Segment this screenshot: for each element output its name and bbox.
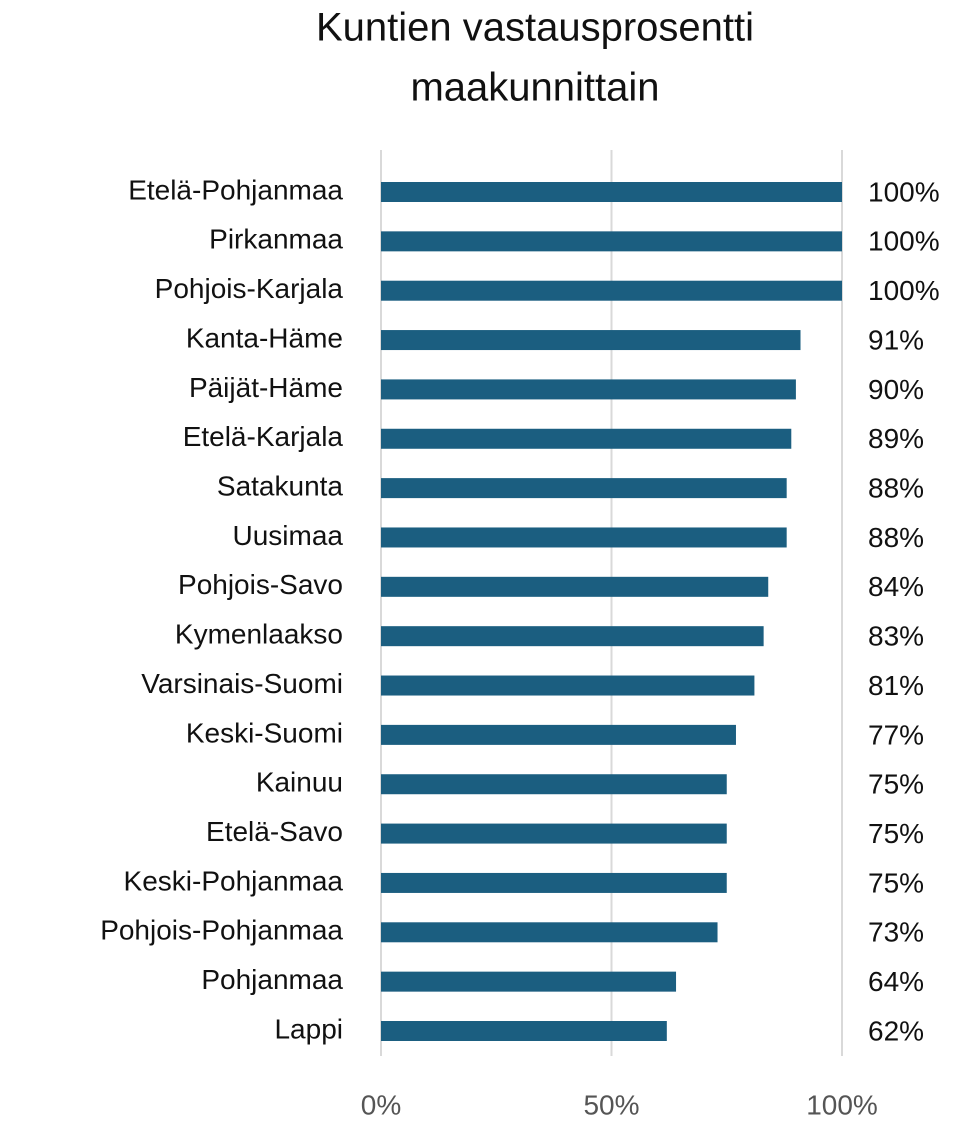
bar: [381, 626, 764, 647]
data-label: 64%: [868, 966, 924, 997]
data-label: 91%: [868, 324, 924, 355]
bar: [381, 922, 718, 943]
y-tick-label: Kanta-Häme: [186, 322, 343, 353]
data-label: 62%: [868, 1015, 924, 1046]
y-tick-label: Päijät-Häme: [189, 372, 343, 403]
y-tick-label: Uusimaa: [233, 520, 344, 551]
bar: [381, 1021, 667, 1041]
chart-title: Kuntien vastausprosentti: [316, 6, 754, 50]
y-tick-label: Etelä-Karjala: [183, 421, 344, 452]
y-tick-label: Lappi: [274, 1013, 343, 1044]
y-tick-label: Keski-Suomi: [186, 717, 343, 748]
bar: [381, 231, 842, 252]
bar: [381, 527, 787, 548]
data-label: 100%: [868, 176, 940, 207]
data-label: 88%: [868, 473, 924, 504]
data-label: 75%: [868, 769, 924, 800]
data-label: 90%: [868, 374, 924, 405]
y-tick-label: Etelä-Savo: [206, 816, 343, 847]
chart-title: maakunnittain: [410, 66, 659, 110]
bar: [381, 428, 792, 449]
data-label: 88%: [868, 522, 924, 553]
y-tick-label: Pohjois-Pohjanmaa: [100, 915, 343, 946]
bar: [381, 675, 755, 696]
y-tick-label: Pohjois-Karjala: [155, 273, 344, 304]
data-label: 75%: [868, 867, 924, 898]
bar: [381, 478, 787, 499]
y-tick-label: Pohjois-Savo: [178, 569, 343, 600]
bar: [381, 724, 736, 745]
y-tick-label: Varsinais-Suomi: [141, 668, 343, 699]
bar: [381, 182, 842, 202]
x-tick-label: 100%: [806, 1089, 878, 1120]
data-label: 81%: [868, 670, 924, 701]
bar: [381, 280, 842, 301]
data-label: 100%: [868, 275, 940, 306]
bar: [381, 971, 677, 992]
bar: [381, 774, 727, 795]
bar: [381, 823, 727, 844]
y-tick-label: Keski-Pohjanmaa: [124, 865, 344, 896]
bar: [381, 330, 801, 351]
data-label: 77%: [868, 719, 924, 750]
x-tick-label: 50%: [583, 1089, 639, 1120]
y-tick-label: Kainuu: [256, 767, 343, 798]
bar: [381, 576, 769, 597]
data-label: 100%: [868, 226, 940, 257]
data-label: 73%: [868, 917, 924, 948]
y-tick-label: Kymenlaakso: [175, 619, 343, 650]
x-tick-label: 0%: [361, 1089, 401, 1120]
y-tick-label: Etelä-Pohjanmaa: [128, 174, 343, 205]
data-label: 83%: [868, 621, 924, 652]
data-label: 75%: [868, 818, 924, 849]
y-tick-label: Satakunta: [217, 471, 344, 502]
y-tick-label: Pirkanmaa: [209, 224, 343, 255]
bar: [381, 872, 727, 893]
data-label: 84%: [868, 571, 924, 602]
y-tick-label: Pohjanmaa: [201, 964, 343, 995]
bar: [381, 379, 796, 400]
data-label: 89%: [868, 423, 924, 454]
